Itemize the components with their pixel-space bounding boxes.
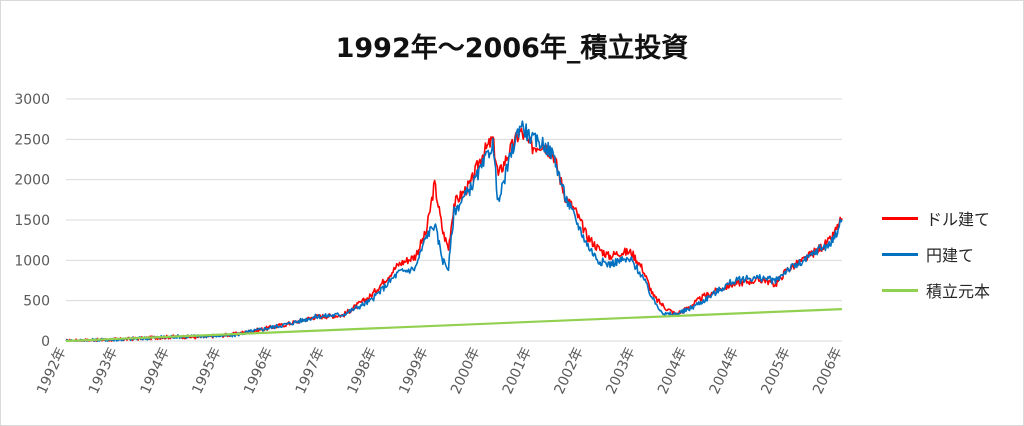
x-tick-label: 1997年 (293, 345, 328, 397)
y-tick-label: 1500 (14, 213, 50, 229)
x-tick-label: 1998年 (345, 345, 380, 397)
series-yen-line (65, 120, 843, 342)
x-tick-label: 2002年 (551, 345, 586, 397)
x-tick-label: 2001年 (500, 345, 535, 397)
y-tick-label: 1000 (14, 253, 50, 269)
x-tick-label: 2004年 (707, 345, 742, 397)
legend-swatch-principal (882, 288, 918, 292)
legend-item-dollar: ドル建て (882, 200, 1022, 236)
series-principal-line (65, 308, 843, 343)
legend-swatch-yen (882, 252, 918, 256)
x-tick-label: 1996年 (241, 345, 276, 397)
y-tick-label: 2500 (14, 132, 50, 148)
series-dollar-line (65, 127, 843, 342)
legend-label-yen: 円建て (926, 246, 975, 265)
x-tick-label: 2003年 (603, 345, 638, 397)
chart-legend: ドル建て 円建て 積立元本 (882, 200, 1022, 308)
legend-item-yen: 円建て (882, 236, 1022, 272)
legend-label-principal: 積立元本 (926, 282, 991, 301)
chart-title: 1992年～2006年_積立投資 (335, 33, 689, 64)
x-tick-label: 1995年 (189, 345, 224, 397)
x-tick-label: 2004年 (655, 345, 690, 397)
legend-swatch-dollar (882, 216, 918, 220)
y-tick-label: 3000 (14, 92, 50, 108)
y-tick-label: 2000 (14, 173, 50, 189)
x-tick-label: 1999年 (396, 345, 431, 397)
x-tick-label: 2000年 (448, 345, 483, 397)
x-tick-label: 2005年 (758, 345, 793, 397)
y-tick-label: 0 (41, 334, 50, 350)
legend-item-principal: 積立元本 (882, 272, 1022, 308)
legend-label-dollar: ドル建て (926, 210, 991, 229)
y-tick-label: 500 (23, 294, 50, 310)
x-tick-label: 1994年 (138, 345, 173, 397)
x-tick-label: 2006年 (810, 345, 845, 397)
x-tick-label: 1993年 (86, 345, 121, 397)
x-tick-label: 1992年 (34, 345, 69, 397)
